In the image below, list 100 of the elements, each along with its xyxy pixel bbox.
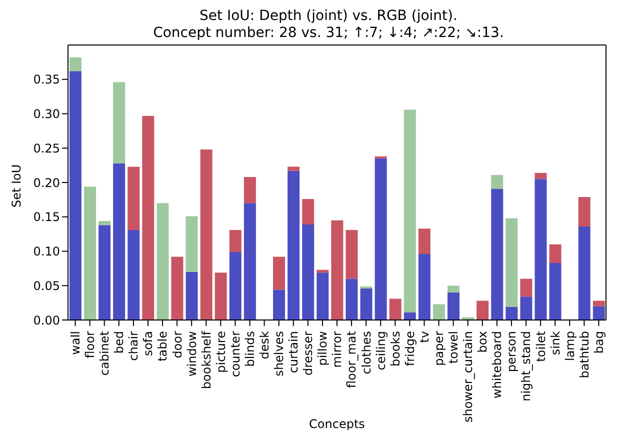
x-tick-label: floor_mat — [344, 330, 359, 388]
x-tick-label: sofa — [141, 331, 156, 356]
x-tick-label: box — [476, 331, 490, 353]
bar — [374, 158, 387, 320]
bar — [389, 298, 402, 320]
bar — [491, 174, 504, 189]
bar — [302, 224, 314, 320]
bar — [98, 225, 111, 320]
x-tick-label: wall — [68, 331, 82, 355]
x-tick-label: pillow — [316, 330, 330, 366]
x-tick-label: night_stand — [519, 331, 534, 402]
bar — [418, 228, 430, 254]
x-tick-label: bag — [592, 331, 606, 354]
x-tick-label: curtain — [286, 331, 301, 374]
y-tick-label: 0.00 — [33, 313, 60, 328]
x-tick-label: person — [504, 331, 519, 372]
y-axis-title: Set IoU — [9, 164, 24, 208]
bar — [128, 166, 140, 230]
x-tick-label: blinds — [242, 331, 257, 367]
x-tick-label: mirror — [330, 330, 344, 368]
y-tick-label: 0.30 — [33, 107, 60, 122]
bar — [244, 203, 256, 320]
bar — [69, 57, 82, 72]
chart-subtitle: Concept number: 28 vs. 31; ↑:7; ↓:4; ↗:22; ↘:13. — [152, 25, 505, 42]
bar — [229, 230, 242, 252]
x-tick-label: lamp — [562, 331, 577, 361]
x-tick-label: bookshelf — [199, 330, 214, 390]
bar — [592, 306, 605, 320]
x-tick-label: tv — [417, 331, 432, 343]
bar — [113, 163, 126, 320]
bar — [549, 244, 562, 263]
bar — [418, 254, 430, 320]
x-tick-label: chair — [126, 330, 141, 361]
bar — [186, 216, 198, 272]
bar — [171, 256, 184, 320]
x-tick-label: floor — [83, 330, 98, 358]
bar — [288, 170, 300, 320]
x-tick-label: bathtub — [577, 331, 592, 378]
chart-title: Set IoU: Depth (joint) vs. RGB (joint). — [198, 8, 458, 25]
bar — [491, 188, 504, 320]
y-tick-label: 0.05 — [33, 278, 60, 293]
x-tick-label: dresser — [301, 330, 316, 376]
bar — [214, 272, 227, 320]
bar — [360, 288, 372, 320]
x-tick-label: fridge — [402, 331, 417, 366]
x-tick-label: cabinet — [98, 330, 112, 376]
y-tick-label: 0.35 — [33, 72, 60, 87]
bar — [346, 230, 358, 279]
bar — [273, 290, 286, 320]
bar — [592, 300, 605, 306]
x-tick-label: paper — [432, 330, 446, 366]
x-tick-label: counter — [228, 330, 242, 378]
bar — [244, 177, 256, 204]
bar — [432, 304, 445, 320]
bar — [448, 292, 460, 320]
bar — [316, 270, 329, 273]
bar — [331, 220, 344, 320]
bar — [506, 218, 518, 307]
x-tick-label: shelves — [272, 331, 286, 376]
bar — [346, 278, 358, 320]
x-tick-label: bed — [112, 331, 126, 354]
x-tick-label: books — [388, 331, 402, 367]
bar — [534, 179, 547, 320]
bar — [534, 172, 547, 180]
x-tick-label: picture — [214, 331, 228, 373]
bar — [404, 312, 416, 320]
x-tick-label: shower_curtain — [461, 331, 476, 422]
bar — [128, 230, 140, 320]
x-tick-label: toilet — [534, 330, 548, 362]
bar — [404, 110, 416, 312]
y-tick-label: 0.25 — [33, 141, 60, 156]
bar — [273, 256, 286, 290]
bar — [200, 150, 212, 320]
bar — [520, 296, 532, 320]
x-tick-label: desk — [257, 330, 272, 360]
bar — [506, 306, 518, 320]
bar — [288, 166, 300, 171]
bar — [186, 272, 198, 320]
bar — [578, 196, 590, 226]
x-tick-label: door — [170, 330, 184, 358]
bar — [476, 300, 489, 320]
bar — [142, 116, 154, 320]
bar — [229, 252, 242, 320]
y-tick-label: 0.10 — [33, 244, 60, 259]
x-tick-label: sink — [548, 330, 562, 356]
bar — [84, 186, 96, 320]
bar — [549, 262, 562, 320]
bar — [316, 272, 329, 320]
bar — [113, 82, 126, 164]
x-tick-label: ceiling — [374, 331, 388, 370]
bar — [302, 199, 314, 224]
y-tick-label: 0.15 — [33, 210, 60, 224]
x-tick-label: clothes — [359, 331, 374, 374]
bar — [156, 203, 169, 320]
bar — [69, 71, 82, 320]
x-tick-label: towel — [446, 331, 461, 364]
bar — [98, 221, 111, 226]
y-tick-label: 0.20 — [33, 176, 60, 190]
x-tick-label: whiteboard — [490, 331, 504, 398]
bar — [520, 278, 532, 297]
